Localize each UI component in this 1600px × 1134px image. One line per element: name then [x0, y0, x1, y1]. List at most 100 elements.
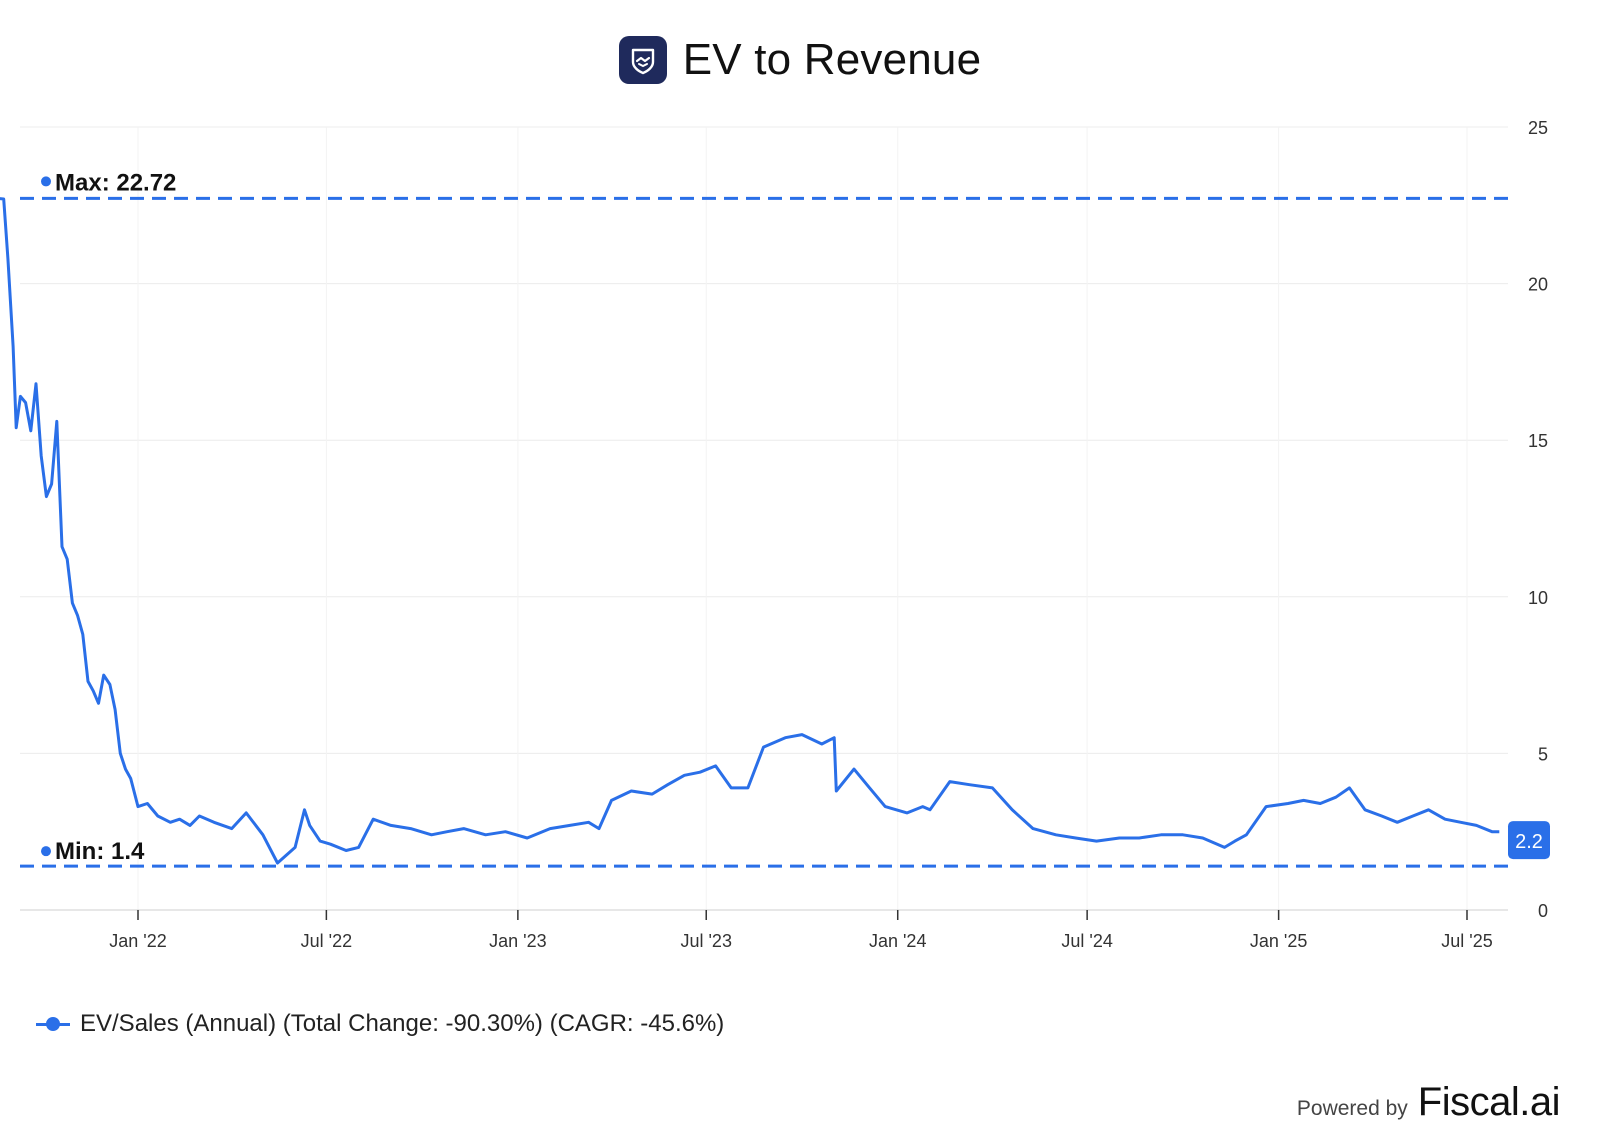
last-value-badge: [1508, 821, 1550, 860]
data-point: [1095, 840, 1098, 843]
data-point: [178, 818, 181, 821]
powered-by-footer[interactable]: Powered by Fiscal.ai: [1297, 1080, 1561, 1125]
data-point: [19, 395, 22, 398]
data-point: [1245, 833, 1248, 836]
data-point: [666, 783, 669, 786]
brand-logo-text: Fiscal.ai: [1417, 1080, 1561, 1124]
y-tick-label: 10: [1528, 588, 1548, 608]
data-point: [1444, 818, 1447, 821]
data-point: [40, 454, 43, 457]
data-point: [245, 811, 248, 814]
data-point: [1223, 846, 1226, 849]
data-point: [35, 382, 38, 385]
data-point: [853, 768, 856, 771]
data-point: [345, 849, 348, 852]
data-point: [6, 257, 9, 260]
max-marker-icon: [41, 176, 51, 187]
data-point: [549, 827, 552, 830]
data-point: [1286, 802, 1289, 805]
data-point: [1074, 836, 1077, 839]
data-point: [329, 843, 332, 846]
data-point: [303, 808, 306, 811]
data-point: [587, 821, 590, 824]
data-point: [308, 824, 311, 827]
data-point: [29, 429, 32, 432]
data-point: [948, 780, 951, 783]
y-tick-label: 5: [1538, 744, 1548, 764]
chart-title-bar: EV to Revenue: [0, 30, 1600, 90]
data-point: [409, 827, 412, 830]
data-point: [784, 736, 787, 739]
data-point: [1334, 796, 1337, 799]
data-point: [1265, 805, 1268, 808]
shield-handshake-icon: [618, 36, 667, 84]
data-point: [1138, 836, 1141, 839]
data-point: [50, 483, 53, 486]
x-tick-label: Jul '22: [301, 931, 352, 951]
data-point: [1475, 824, 1478, 827]
data-point: [92, 689, 95, 692]
legend[interactable]: EV/Sales (Annual) (Total Change: -90.30%…: [36, 1010, 724, 1038]
series-line: [0, 197, 1500, 865]
data-point: [1348, 786, 1351, 789]
last-value-label: 2.2: [1515, 831, 1543, 853]
data-point: [61, 545, 64, 548]
y-tick-label: 20: [1528, 275, 1548, 295]
data-point: [169, 821, 172, 824]
x-tick-label: Jan '22: [109, 931, 166, 951]
data-point: [372, 818, 375, 821]
min-marker-icon: [41, 846, 51, 857]
data-point: [294, 846, 297, 849]
data-point: [1411, 815, 1414, 818]
data-point: [651, 793, 654, 796]
x-tick-label: Jul '25: [1441, 931, 1492, 951]
data-point: [1201, 836, 1204, 839]
data-point: [102, 674, 105, 677]
data-point: [76, 614, 79, 617]
data-point: [800, 733, 803, 736]
reference-lines: [20, 196, 1508, 868]
min-label: Min: 1.4: [55, 838, 145, 865]
data-point: [610, 799, 613, 802]
data-point: [714, 764, 717, 767]
data-point: [108, 683, 111, 686]
data-point: [230, 827, 233, 830]
data-point: [276, 862, 279, 865]
data-point: [198, 815, 201, 818]
data-point: [389, 824, 392, 827]
data-point: [1032, 827, 1035, 830]
data-point: [928, 808, 931, 811]
data-point: [189, 824, 192, 827]
data-point: [683, 774, 686, 777]
data-point: [45, 495, 48, 498]
data-point: [921, 805, 924, 808]
data-point: [1459, 821, 1462, 824]
data-point: [1490, 830, 1493, 833]
data-point: [12, 345, 15, 348]
data-point: [15, 426, 18, 429]
data-point: [119, 752, 122, 755]
data-point: [129, 777, 132, 780]
data-point: [991, 786, 994, 789]
data-point: [1364, 808, 1367, 811]
data-point: [24, 401, 27, 404]
y-tick-label: 0: [1538, 901, 1548, 921]
axes: 0 5 10 15 20 25 Jan '22 Jul '22 Jan '23 Jul '23 Ja…: [20, 118, 1548, 951]
data-point: [212, 821, 215, 824]
data-point: [66, 558, 69, 561]
data-point: [1054, 833, 1057, 836]
data-point: [97, 702, 100, 705]
data-point: [968, 783, 971, 786]
data-point: [462, 827, 465, 830]
data-point: [698, 771, 701, 774]
data-point: [146, 802, 149, 805]
data-point: [357, 846, 360, 849]
y-tick-label: 15: [1528, 431, 1548, 451]
data-point: [526, 836, 529, 839]
data-point: [81, 633, 84, 636]
data-point: [156, 815, 159, 818]
data-point: [1118, 836, 1121, 839]
data-point: [1427, 808, 1430, 811]
data-point: [504, 830, 507, 833]
